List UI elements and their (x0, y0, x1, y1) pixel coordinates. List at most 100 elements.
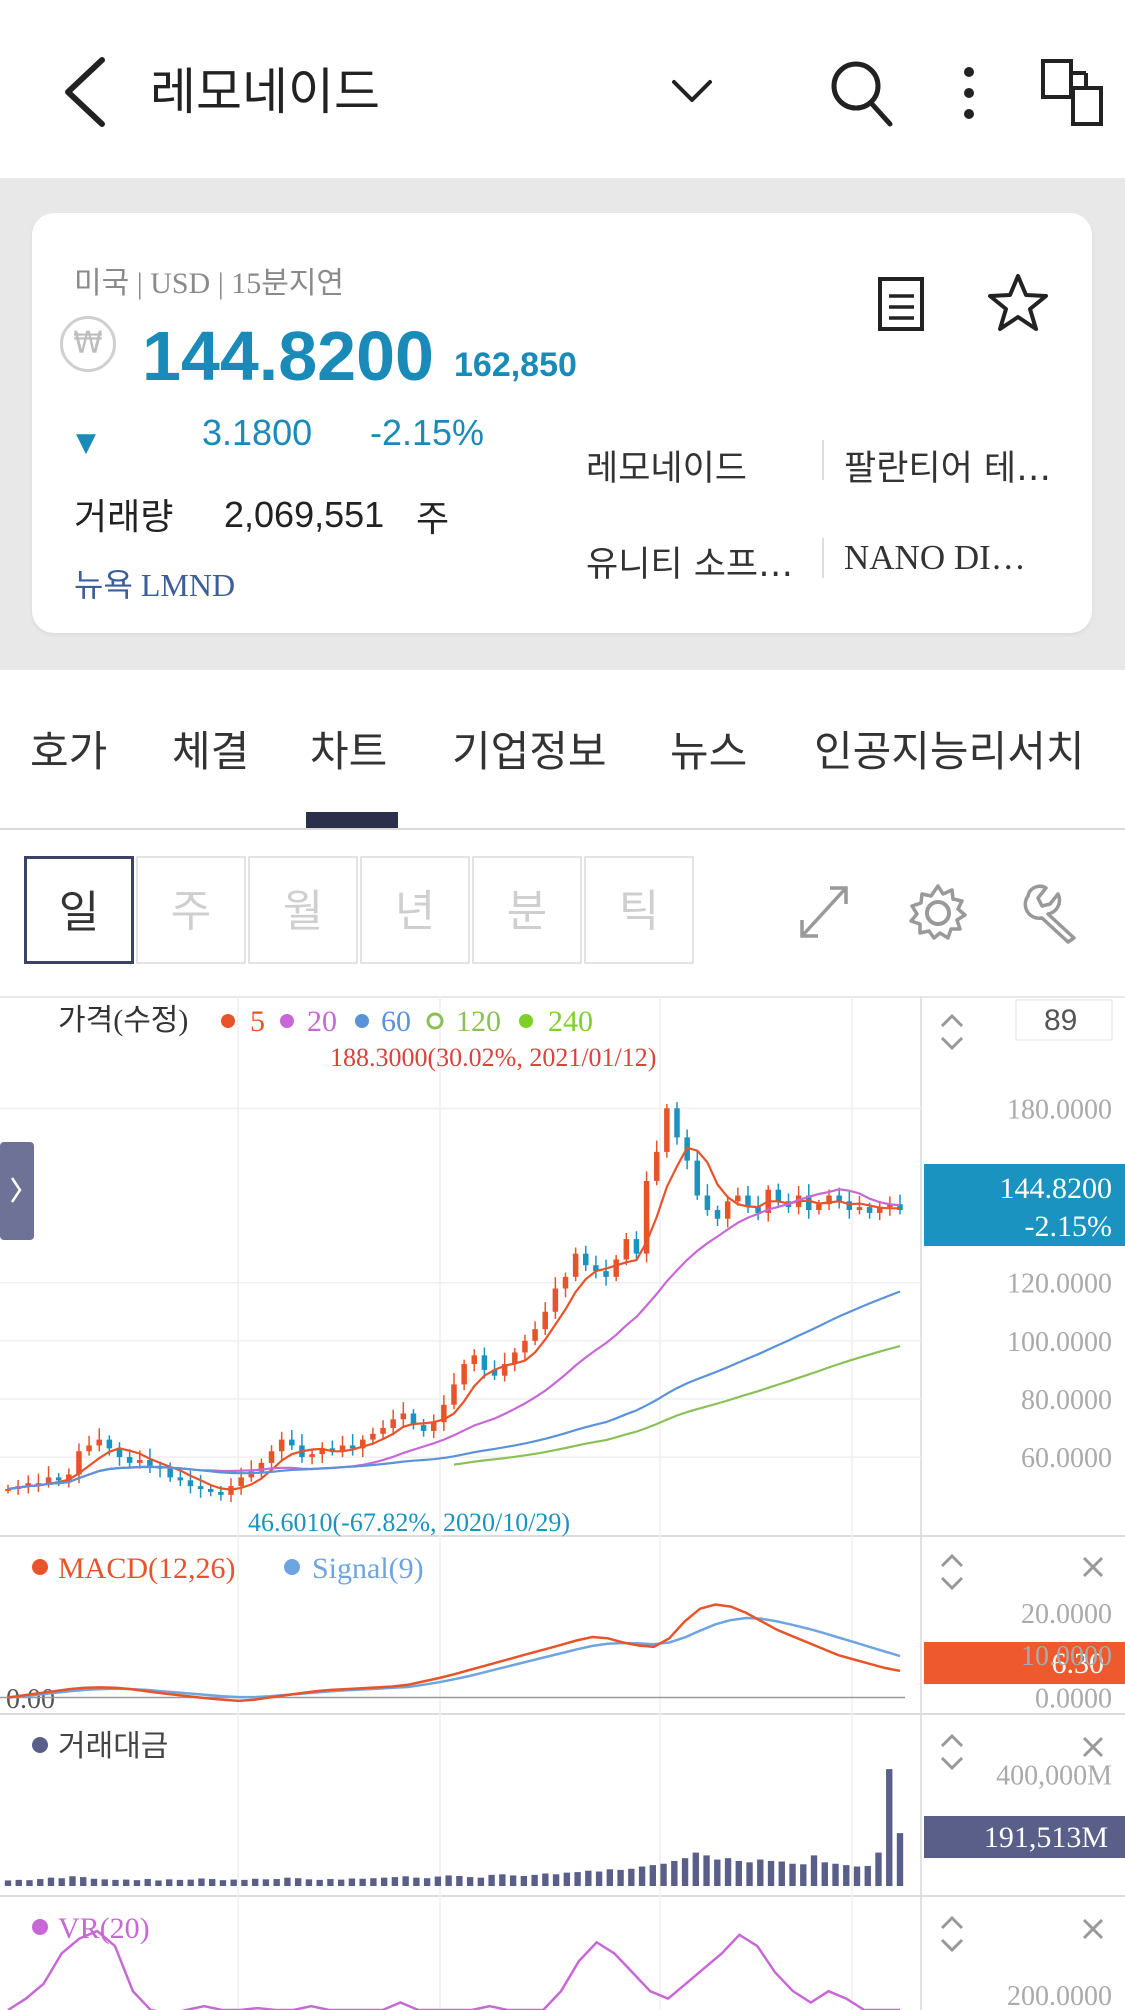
top-bar: 레모네이드 (0, 0, 1125, 178)
won-currency-icon[interactable]: ₩ (60, 316, 116, 372)
candle-body (806, 1195, 812, 1211)
related-stock-3[interactable]: 유니티 소프… (586, 545, 794, 585)
wrench-icon[interactable] (1020, 882, 1084, 944)
value-bar (520, 1875, 528, 1886)
macd-zero-label: 0.00 (6, 1684, 55, 1715)
current-price-tag-pct: -2.15% (1025, 1210, 1112, 1243)
period-day[interactable]: 일 (24, 856, 134, 964)
legend-dot-ma5 (221, 1014, 235, 1028)
value-bar (305, 1879, 313, 1886)
candle-body (370, 1433, 376, 1440)
candle-body (430, 1422, 437, 1431)
candle-body (76, 1451, 82, 1475)
chevron-down-icon[interactable] (670, 76, 714, 106)
related-stock-4[interactable]: NANO DI… (844, 538, 1026, 577)
value-bar (144, 1879, 151, 1886)
more-vertical-icon[interactable] (954, 62, 984, 124)
expand-icon[interactable] (796, 882, 852, 942)
candle-body (816, 1204, 822, 1211)
value-bar (778, 1861, 785, 1886)
period-tick[interactable]: 틱 (584, 856, 694, 964)
candle-body (704, 1195, 711, 1211)
value-bar (176, 1879, 184, 1886)
value-bar (724, 1858, 732, 1886)
value-close-icon[interactable] (1082, 1736, 1104, 1758)
value-bar (531, 1874, 538, 1886)
price-change-pct: -2.15% (370, 412, 485, 453)
tab-chart[interactable]: 차트 (310, 727, 388, 776)
macd-scroll-icon[interactable] (940, 1553, 964, 1591)
tab-ai-research[interactable]: 인공지능리서치 (814, 727, 1085, 776)
value-bar (209, 1879, 216, 1886)
chart-area[interactable]: 가격(수정) 5 20 60 120 240 188.3000(30.02%, … (0, 996, 1125, 2010)
candle-body (836, 1195, 842, 1202)
period-month[interactable]: 월 (248, 856, 358, 964)
favorite-star-icon[interactable] (986, 272, 1050, 334)
value-tag (924, 1816, 1125, 1858)
value-bar (123, 1879, 130, 1886)
value-bar (617, 1869, 624, 1886)
value-bar (810, 1855, 818, 1886)
related-stock-2[interactable]: 팔란티어 테… (844, 449, 1052, 489)
value-bar (488, 1874, 495, 1886)
macd-tick-label: 10.0000 (1021, 1641, 1112, 1672)
period-selector: 일 주 월 년 분 틱 (24, 856, 700, 968)
value-bar (746, 1862, 753, 1886)
stock-chart-svg[interactable]: 가격(수정) 5 20 60 120 240 188.3000(30.02%, … (0, 996, 1125, 2010)
macd-line (7, 1603, 901, 1703)
candle-body (339, 1445, 346, 1452)
chart-count-box[interactable] (1015, 999, 1113, 1041)
related-divider (822, 538, 824, 578)
candle-body (714, 1210, 721, 1219)
candle-body (55, 1477, 62, 1481)
candle-body (116, 1448, 123, 1458)
tab-trades[interactable]: 체결 (172, 727, 250, 776)
scroll-updown-icon[interactable] (940, 1013, 964, 1051)
tab-news[interactable]: 뉴스 (670, 727, 748, 776)
period-year[interactable]: 년 (360, 856, 470, 964)
period-week[interactable]: 주 (136, 856, 246, 964)
macd-close-icon[interactable] (1082, 1556, 1104, 1578)
settings-gear-icon[interactable] (906, 882, 970, 944)
legend-label-ma240: 240 (548, 1005, 593, 1038)
tab-orderbook[interactable]: 호가 (30, 727, 108, 776)
candle-body (653, 1151, 660, 1181)
value-bar (4, 1880, 12, 1886)
candle-body (35, 1483, 42, 1486)
candle-body (86, 1445, 92, 1452)
market-meta: 미국 | USD | 15분지연 (74, 267, 345, 300)
candle-body (826, 1195, 832, 1205)
candle-body (126, 1457, 133, 1463)
multi-window-icon[interactable] (1040, 58, 1106, 128)
candle-body (552, 1288, 559, 1312)
vr-scroll-icon[interactable] (940, 1915, 964, 1953)
value-bar (649, 1865, 657, 1886)
search-icon[interactable] (828, 58, 894, 128)
vr-close-icon[interactable] (1082, 1918, 1104, 1940)
value-bar (821, 1862, 828, 1886)
candle-body (197, 1486, 204, 1490)
candle-body (613, 1259, 619, 1277)
candle-body (897, 1204, 903, 1211)
period-minute[interactable]: 분 (472, 856, 582, 964)
value-bar (886, 1769, 893, 1886)
memo-icon[interactable] (876, 276, 928, 332)
candle-body (724, 1201, 731, 1219)
volume-unit: 주 (416, 499, 450, 540)
candle-body (137, 1459, 143, 1463)
stock-title[interactable]: 레모네이드 (150, 63, 380, 121)
value-tick-label: 400,000M (996, 1761, 1112, 1792)
chevron-right-icon (10, 1177, 22, 1203)
candle-body (694, 1160, 701, 1196)
back-arrow-icon[interactable] (58, 56, 108, 128)
value-scroll-icon[interactable] (940, 1733, 964, 1771)
legend-label-macd: MACD(12,26) (58, 1552, 236, 1585)
price-tick-label: 60.0000 (1021, 1443, 1112, 1474)
tab-company-info[interactable]: 기업정보 (452, 727, 607, 776)
side-drawer-handle[interactable] (0, 1142, 34, 1240)
value-bar (896, 1833, 904, 1886)
value-bar (101, 1879, 108, 1886)
candle-body (289, 1439, 295, 1446)
value-bar (477, 1877, 485, 1886)
related-stock-1[interactable]: 레모네이드 (586, 449, 748, 489)
